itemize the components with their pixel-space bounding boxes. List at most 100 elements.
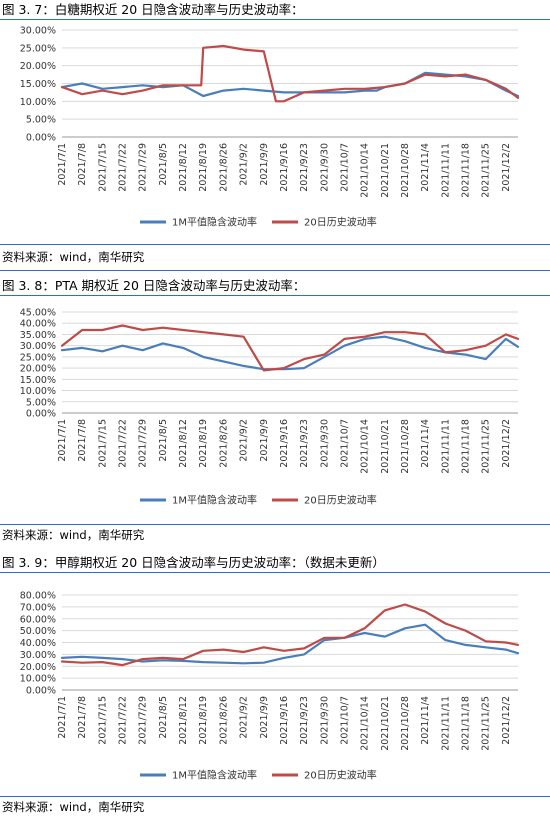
x-tick-label: 2021/10/7 [339,696,350,745]
y-tick-label: 10.00% [20,674,56,685]
y-tick-label: 20.00% [20,662,56,673]
y-tick-label: 40.00% [20,319,56,330]
x-tick-label: 2021/8/5 [158,696,169,739]
x-tick-label: 2021/11/18 [461,696,472,751]
x-tick-label: 2021/8/19 [198,143,209,192]
x-tick-label: 2021/7/15 [97,419,108,468]
legend-label: 20日历史波动率 [304,494,377,507]
x-tick-label: 2021/9/2 [239,696,250,739]
x-tick-label: 2021/9/16 [279,419,290,468]
chart-title: 图 3. 7：白糖期权近 20 日隐含波动率与历史波动率： [2,2,304,17]
y-tick-label: 5.00% [26,397,56,408]
x-tick-label: 2021/10/21 [380,696,391,751]
y-tick-label: 70.00% [20,602,56,613]
x-tick-label: 2021/9/2 [239,419,250,462]
x-tick-label: 2021/8/26 [218,696,229,745]
chart-title: 图 3. 9：甲醇期权近 20 日隐含波动率与历史波动率：（数据未更新） [2,555,385,570]
x-tick-label: 2021/10/28 [400,143,411,198]
x-tick-label: 2021/7/1 [57,419,68,462]
series-line-historical [60,603,520,667]
x-tick-label: 2021/9/30 [319,419,330,468]
y-tick-label: 15.00% [20,79,56,90]
x-tick-label: 2021/8/5 [158,419,169,462]
y-tick-label: 5.00% [26,115,56,126]
title-underline [0,19,550,20]
x-tick-label: 2021/11/25 [481,143,492,198]
x-tick-label: 2021/11/11 [440,143,451,198]
y-tick-label: 30.00% [20,650,56,661]
x-tick-label: 2021/12/2 [501,143,512,192]
x-tick-label: 2021/11/25 [481,419,492,474]
x-tick-label: 2021/7/8 [77,143,88,186]
x-tick-label: 2021/10/14 [360,143,371,198]
y-tick-label: 10.00% [20,386,56,397]
x-tick-label: 2021/9/30 [319,143,330,192]
source-note: 资料来源：wind，南华研究 [2,528,145,542]
chart-bottom-rule [0,524,550,525]
x-tick-label: 2021/7/1 [57,696,68,739]
source-note: 资料来源：wind，南华研究 [2,250,145,264]
x-tick-label: 2021/8/19 [198,419,209,468]
y-tick-label: 80.00% [20,591,56,602]
x-tick-label: 2021/11/4 [420,143,431,192]
legend-label: 1M平值隐含波动率 [172,494,257,507]
x-tick-label: 2021/8/12 [178,419,189,468]
x-tick-label: 2021/9/30 [319,696,330,745]
x-tick-label: 2021/11/25 [481,696,492,751]
x-tick-label: 2021/9/23 [299,419,310,468]
x-tick-label: 2021/9/16 [279,696,290,745]
x-tick-label: 2021/9/9 [259,143,270,186]
x-tick-label: 2021/11/4 [420,419,431,468]
y-tick-label: 20.00% [20,364,56,375]
chart-bottom-rule [0,796,550,797]
x-tick-label: 2021/9/9 [259,419,270,462]
x-tick-label: 2021/7/22 [118,696,129,745]
title-underline [0,572,550,573]
chart-title: 图 3. 8：PTA 期权近 20 日隐含波动率与历史波动率： [2,278,306,293]
y-tick-label: 0.00% [26,409,56,420]
y-tick-label: 30.00% [20,26,56,37]
x-tick-label: 2021/9/23 [299,696,310,745]
y-tick-label: 15.00% [20,375,56,386]
x-tick-label: 2021/11/18 [461,419,472,474]
y-tick-label: 50.00% [20,626,56,637]
x-tick-label: 2021/7/15 [97,143,108,192]
x-tick-label: 2021/8/19 [198,696,209,745]
x-tick-label: 2021/9/2 [239,143,250,186]
x-tick-label: 2021/8/12 [178,143,189,192]
title-underline [0,295,550,296]
x-tick-label: 2021/10/7 [339,143,350,192]
x-tick-label: 2021/9/9 [259,696,270,739]
y-tick-label: 30.00% [20,341,56,352]
x-tick-label: 2021/7/1 [57,143,68,186]
chart-section-sugar: 图 3. 7：白糖期权近 20 日隐含波动率与历史波动率： 0.00% 5.00%… [0,0,550,271]
y-tick-label: 35.00% [20,330,56,341]
x-tick-label: 2021/10/14 [360,419,371,474]
legend-label: 20日历史波动率 [304,216,377,229]
x-tick-label: 2021/7/22 [118,143,129,192]
series-line-historical [60,324,520,372]
x-tick-label: 2021/8/5 [158,143,169,186]
y-tick-label: 60.00% [20,614,56,625]
source-note: 资料来源：wind，南华研究 [2,800,145,814]
x-tick-label: 2021/7/29 [138,419,149,468]
y-tick-label: 20.00% [20,61,56,72]
x-tick-label: 2021/10/14 [360,696,371,751]
x-tick-label: 2021/7/15 [97,696,108,745]
x-tick-label: 2021/10/21 [380,419,391,474]
legend-label: 1M平值隐含波动率 [172,216,257,229]
chart-bottom-rule [0,244,550,245]
x-tick-label: 2021/11/11 [440,696,451,751]
y-tick-label: 40.00% [20,638,56,649]
chart-section-pta: 图 3. 8：PTA 期权近 20 日隐含波动率与历史波动率： 0.00% 5.0… [0,276,550,546]
chart-section-methanol: 图 3. 9：甲醇期权近 20 日隐含波动率与历史波动率：（数据未更新） 0.0… [0,553,550,817]
methanol-volatility-chart: 0.00%10.00%20.00%30.00%40.00%50.00%60.00… [20,591,520,782]
x-tick-label: 2021/8/26 [218,419,229,468]
x-tick-label: 2021/8/12 [178,696,189,745]
x-tick-label: 2021/12/2 [501,419,512,468]
x-tick-label: 2021/12/2 [501,696,512,745]
x-tick-label: 2021/11/4 [420,696,431,745]
x-tick-label: 2021/7/29 [138,696,149,745]
legend-label: 1M平值隐含波动率 [172,769,257,782]
section-divider [0,270,550,271]
